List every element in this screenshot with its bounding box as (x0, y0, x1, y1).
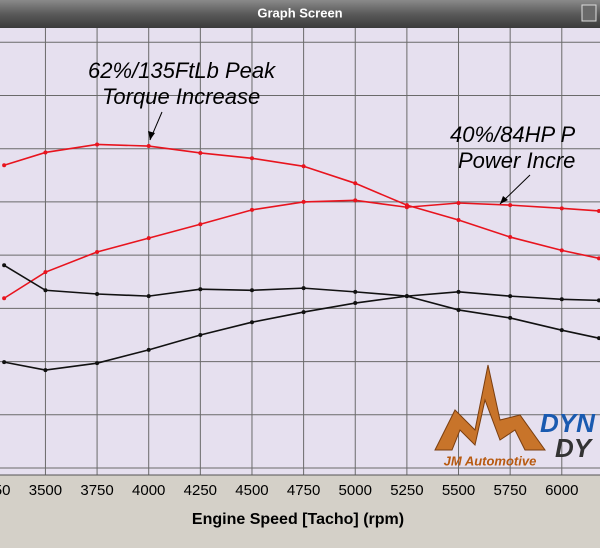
data-point (146, 144, 151, 149)
data-point (456, 218, 461, 223)
data-point (95, 142, 100, 147)
data-point (559, 206, 564, 211)
data-point (596, 256, 600, 261)
data-point (198, 287, 203, 292)
data-point (508, 203, 513, 208)
data-point (301, 199, 306, 204)
data-point (559, 328, 564, 333)
x-tick-label: 4750 (287, 482, 320, 499)
x-tick-label: 6000 (545, 482, 578, 499)
x-tick-label: 5750 (493, 482, 526, 499)
x-tick-label: 5250 (390, 482, 423, 499)
arrow-head (148, 131, 155, 140)
data-point (456, 289, 461, 294)
x-tick-label: 3750 (80, 482, 113, 499)
logo-text: DYN (540, 408, 596, 438)
data-point (353, 301, 358, 306)
data-point (301, 310, 306, 315)
data-point (404, 205, 409, 210)
data-point (146, 236, 151, 241)
x-tick-label: 4250 (184, 482, 217, 499)
x-tick-label: 4500 (235, 482, 268, 499)
data-point (43, 368, 48, 373)
x-tick-label: 3500 (29, 482, 62, 499)
window-button[interactable] (581, 4, 597, 22)
x-tick-label: 5000 (339, 482, 372, 499)
data-point (249, 156, 254, 161)
data-point (249, 288, 254, 293)
data-point (404, 294, 409, 299)
logo-text: DY (555, 433, 594, 463)
logo-shape (434, 364, 546, 451)
data-point (198, 222, 203, 227)
data-point (43, 150, 48, 155)
data-point (2, 163, 7, 168)
data-point (508, 235, 513, 240)
window-title: Graph Screen (257, 5, 342, 20)
data-point (146, 347, 151, 352)
annotation: Power Incre (458, 148, 575, 173)
data-point (95, 291, 100, 296)
data-point (249, 207, 254, 212)
data-point (596, 298, 600, 303)
data-point (559, 248, 564, 253)
data-point (559, 297, 564, 302)
data-point (198, 150, 203, 155)
data-point (2, 360, 7, 365)
data-point (301, 164, 306, 169)
data-point (43, 270, 48, 275)
data-point (2, 296, 7, 301)
annotation: 62%/135FtLb Peak (88, 58, 276, 83)
data-point (43, 288, 48, 293)
annotation: 40%/84HP P (450, 122, 575, 147)
arrow-head (500, 196, 508, 204)
x-tick-label: 4000 (132, 482, 165, 499)
x-axis-label: Engine Speed [Tacho] (rpm) (192, 511, 404, 528)
annotation: Torque Increase (102, 84, 260, 109)
data-point (301, 286, 306, 291)
data-point (456, 307, 461, 312)
data-point (249, 320, 254, 325)
data-point (456, 200, 461, 205)
title-bar (0, 0, 600, 28)
logo: JM Automotive DYN DY (434, 364, 596, 468)
x-tick-label: 5500 (442, 482, 475, 499)
data-point (146, 294, 151, 299)
data-point (508, 315, 513, 320)
data-point (596, 336, 600, 341)
data-point (508, 294, 513, 299)
data-point (353, 181, 358, 186)
data-point (198, 332, 203, 337)
data-point (95, 361, 100, 366)
data-point (2, 263, 7, 268)
data-point (596, 208, 600, 213)
data-point (95, 249, 100, 254)
x-tick-label: 3250 (0, 482, 10, 499)
logo-text: JM Automotive (444, 453, 537, 468)
data-point (353, 198, 358, 203)
data-point (353, 289, 358, 294)
